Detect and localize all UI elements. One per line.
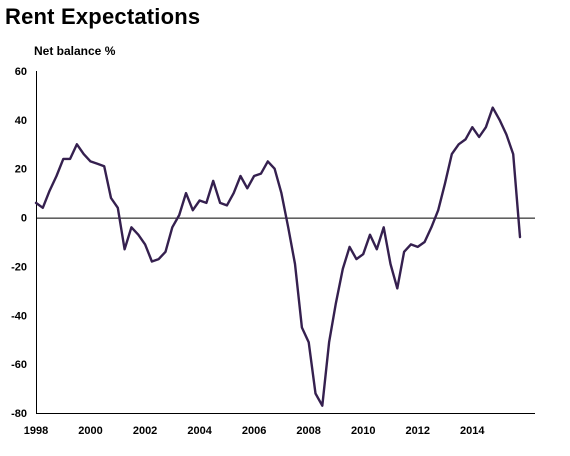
x-tick-label: 2014 <box>460 425 485 437</box>
chart-title: Rent Expectations <box>5 4 201 29</box>
y-tick-label: 20 <box>15 164 27 176</box>
x-tick-label: 2010 <box>351 425 375 437</box>
y-tick-label: 40 <box>15 115 27 127</box>
y-axis-label: Net balance % <box>34 44 116 58</box>
x-tick-label: 2012 <box>406 425 430 437</box>
x-tick-label: 2000 <box>78 425 102 437</box>
x-tick-label: 2002 <box>133 425 157 437</box>
y-tick-label: 60 <box>15 66 27 78</box>
y-tick-label: 0 <box>21 213 27 225</box>
x-tick-label: 2004 <box>187 425 212 437</box>
x-tick-label: 2006 <box>242 425 266 437</box>
y-tick-label: -20 <box>11 261 27 273</box>
x-tick-label: 1998 <box>24 425 48 437</box>
x-tick-label: 2008 <box>296 425 320 437</box>
y-tick-label: -80 <box>11 408 27 420</box>
series-line <box>34 106 522 407</box>
y-tick-label: -40 <box>11 310 27 322</box>
y-tick-label: -60 <box>11 359 27 371</box>
